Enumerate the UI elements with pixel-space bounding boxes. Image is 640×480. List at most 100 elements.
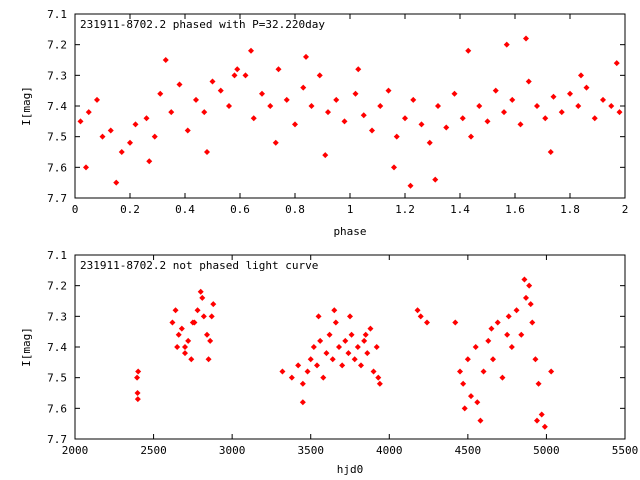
data-point — [377, 103, 384, 109]
data-point — [320, 374, 327, 381]
data-point — [207, 337, 214, 344]
data-point — [385, 87, 392, 94]
data-point — [332, 319, 339, 326]
x-tick-label: 4000 — [376, 444, 403, 457]
x-tick-label: 3500 — [297, 444, 324, 457]
data-point — [205, 356, 212, 363]
data-point — [217, 87, 224, 94]
data-point — [407, 182, 414, 189]
data-point — [248, 47, 254, 54]
y-tick-label: 7.1 — [47, 8, 67, 21]
data-point — [193, 96, 199, 103]
data-point — [134, 374, 141, 381]
data-point — [283, 96, 290, 103]
data-point — [480, 368, 487, 375]
data-point — [83, 164, 89, 171]
data-point — [250, 115, 257, 122]
data-point — [373, 344, 380, 350]
data-point — [435, 103, 441, 109]
data-point — [616, 109, 623, 116]
y-tick-label: 7.2 — [47, 39, 67, 52]
data-point — [339, 362, 346, 369]
data-point — [414, 307, 421, 314]
data-point — [457, 368, 463, 375]
data-point — [452, 319, 459, 326]
data-point — [513, 307, 520, 314]
data-point — [204, 331, 210, 338]
data-point — [178, 325, 185, 332]
data-point — [99, 133, 106, 140]
data-point — [509, 96, 516, 103]
unphased-panel: 231911-8702.2 not phased light curve hjd… — [20, 249, 638, 476]
data-point — [461, 405, 468, 412]
x-tick-label: 1.6 — [505, 203, 525, 216]
data-points — [134, 276, 555, 430]
data-point — [591, 115, 598, 122]
data-point — [208, 313, 215, 320]
data-point — [132, 121, 139, 128]
data-point — [538, 411, 545, 418]
data-point — [494, 319, 501, 326]
x-tick-label: 3000 — [219, 444, 246, 457]
data-point — [231, 72, 238, 79]
data-point — [209, 78, 216, 85]
data-point — [361, 337, 368, 344]
data-point — [201, 109, 208, 116]
data-point — [474, 399, 481, 406]
data-point — [426, 139, 433, 146]
data-point — [315, 313, 322, 320]
data-point — [182, 344, 188, 350]
x-tick-label: 5500 — [612, 444, 639, 457]
data-point — [526, 282, 533, 289]
data-point — [529, 319, 536, 326]
data-point — [316, 72, 323, 79]
y-ticks: 7.1 7.2 7.3 7.4 7.5 7.6 7.7 — [47, 8, 625, 205]
data-point — [391, 164, 397, 171]
chart-title: 231911-8702.2 not phased light curve — [80, 259, 318, 272]
data-point — [143, 115, 150, 122]
data-point — [151, 133, 158, 140]
data-point — [351, 356, 358, 363]
x-tick-label: 0 — [72, 203, 79, 216]
plot-frame — [74, 254, 626, 440]
x-tick-label: 1.8 — [560, 203, 580, 216]
data-point — [275, 66, 282, 73]
y-tick-label: 7.7 — [47, 192, 67, 205]
y-tick-label: 7.5 — [47, 372, 67, 385]
data-point — [613, 60, 620, 67]
data-point — [542, 115, 549, 122]
data-point — [523, 35, 529, 42]
data-point — [341, 118, 348, 125]
data-point — [242, 72, 249, 79]
data-point — [477, 417, 484, 424]
data-point — [134, 390, 141, 396]
data-point — [464, 356, 471, 363]
data-point — [541, 423, 548, 430]
data-point — [272, 139, 279, 146]
data-point — [410, 96, 417, 103]
data-point — [325, 109, 331, 116]
data-point — [443, 124, 450, 131]
x-tick-label: 0.4 — [175, 203, 195, 216]
data-point — [370, 368, 377, 375]
data-point — [518, 331, 525, 338]
data-point — [362, 331, 369, 338]
data-point — [172, 307, 179, 314]
x-ticks: 2000 2500 3000 3500 4000 4500 5000 5500 — [62, 255, 639, 457]
y-tick-label: 7.4 — [47, 100, 67, 113]
data-point — [174, 344, 181, 350]
data-point — [345, 350, 352, 357]
y-ticks: 7.1 7.2 7.3 7.4 7.5 7.6 7.7 — [47, 249, 625, 446]
data-point — [323, 350, 330, 357]
data-point — [329, 356, 336, 363]
data-point — [175, 331, 182, 338]
data-point — [424, 319, 430, 326]
x-tick-label: 4500 — [455, 444, 482, 457]
data-point — [317, 337, 324, 344]
data-point — [352, 90, 359, 97]
data-point — [484, 118, 491, 125]
data-point — [194, 307, 201, 314]
x-tick-label: 1.4 — [450, 203, 470, 216]
data-point — [299, 380, 306, 387]
